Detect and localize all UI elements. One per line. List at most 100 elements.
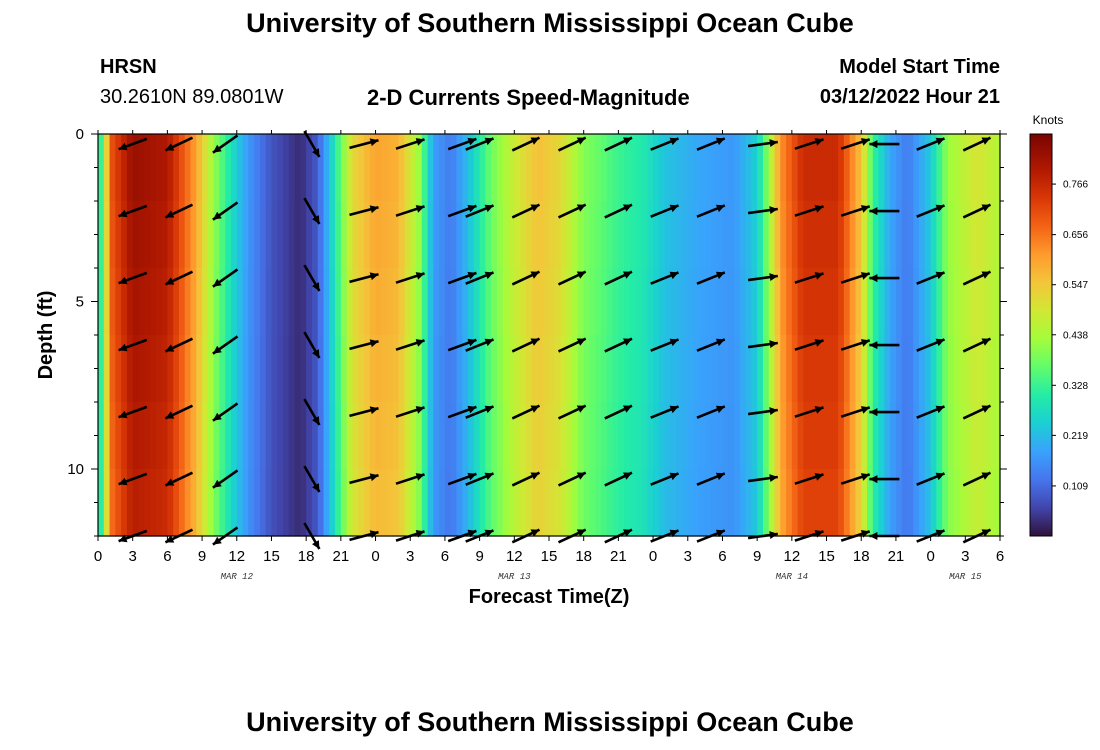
heatmap-cell	[982, 134, 990, 202]
heatmap-cell	[786, 402, 793, 470]
heatmap-cell	[387, 335, 394, 403]
station-coordinates: 30.2610N 89.0801W	[100, 86, 284, 108]
heatmap-cell	[496, 201, 504, 269]
heatmap-cell	[953, 134, 961, 202]
x-tick-label: 12	[506, 548, 523, 565]
current-arrow	[118, 338, 148, 352]
heatmap-cell	[433, 134, 440, 202]
heatmap-cell	[641, 335, 648, 403]
heatmap-cell	[976, 402, 984, 470]
heatmap-cell	[976, 469, 984, 537]
heatmap-cell	[283, 469, 290, 537]
heatmap-cell	[525, 268, 533, 336]
heatmap-cell	[861, 469, 868, 537]
heatmap-cell	[340, 268, 348, 336]
heatmap-cell	[629, 402, 637, 470]
heatmap-cell	[982, 201, 990, 269]
heatmap-cell	[109, 268, 116, 336]
current-arrow	[747, 474, 778, 483]
heatmap-cell	[716, 201, 724, 269]
heatmap-cell	[98, 335, 105, 403]
current-arrow	[650, 405, 679, 419]
current-arrow	[916, 405, 945, 419]
heatmap-cell	[635, 402, 643, 470]
heatmap-cell	[855, 201, 862, 269]
heatmap-cell	[890, 402, 897, 470]
heatmap-cell	[583, 335, 591, 403]
heatmap-cell	[543, 335, 550, 403]
heatmap-cell	[595, 134, 602, 202]
heatmap-cell	[872, 201, 880, 269]
heatmap-cell	[225, 134, 232, 202]
heatmap-cell	[728, 469, 735, 537]
heatmap-cell	[745, 268, 752, 336]
heatmap-cell	[520, 335, 527, 403]
current-arrow	[604, 270, 633, 286]
heatmap-cell	[803, 134, 810, 202]
heatmap-cell	[872, 134, 880, 202]
heatmap-cell	[901, 469, 909, 537]
current-arrow	[303, 130, 321, 158]
heatmap-cell	[311, 335, 319, 403]
heatmap-cell	[809, 134, 816, 202]
heatmap-cell	[780, 201, 787, 269]
heatmap-cell	[225, 201, 232, 269]
heatmap-cell	[421, 335, 429, 403]
heatmap-cell	[265, 402, 273, 470]
heatmap-cell	[103, 402, 111, 470]
heatmap-cell	[525, 201, 533, 269]
heatmap-cell	[566, 134, 573, 202]
heatmap-cell	[346, 335, 354, 403]
heatmap-cell	[838, 134, 845, 202]
current-arrow	[511, 203, 541, 219]
heatmap-cell	[230, 402, 238, 470]
heatmap-cell	[734, 134, 741, 202]
heatmap-cell	[323, 134, 330, 202]
heatmap-cell	[473, 134, 481, 202]
heatmap-cell	[462, 402, 469, 470]
heatmap-cell	[352, 134, 359, 202]
heatmap-cell	[230, 335, 238, 403]
heatmap-cell	[849, 469, 857, 537]
heatmap-cell	[473, 201, 481, 269]
heatmap-cell	[421, 201, 429, 269]
heatmap-cell	[398, 268, 406, 336]
x-tick-label: 6	[163, 548, 171, 565]
heatmap-cell	[167, 402, 174, 470]
heatmap-cell	[693, 335, 700, 403]
heatmap-cell	[814, 402, 822, 470]
heatmap-cell	[167, 201, 174, 269]
current-arrow	[604, 404, 633, 420]
heatmap-cell	[693, 469, 700, 537]
heatmap-cell	[624, 335, 631, 403]
heatmap-cell	[468, 134, 475, 202]
current-arrow	[349, 339, 379, 351]
heatmap-cell	[653, 469, 660, 537]
date-label: MAR 14	[776, 572, 808, 582]
heatmap-cell	[890, 335, 897, 403]
heatmap-cell	[757, 402, 764, 470]
current-arrow	[916, 271, 945, 285]
y-axis-label: Depth (ft)	[35, 291, 57, 380]
heatmap-cell	[300, 134, 307, 202]
heatmap-cell	[190, 201, 197, 269]
heatmap-cell	[121, 469, 128, 537]
heatmap-cell	[572, 469, 579, 537]
heatmap-cell	[658, 134, 666, 202]
current-arrow	[164, 270, 194, 286]
heatmap-cell	[150, 268, 157, 336]
heatmap-cell	[606, 335, 614, 403]
current-arrow	[916, 472, 945, 486]
heatmap-cell	[277, 469, 284, 537]
heatmap-cell	[583, 402, 591, 470]
heatmap-cell	[265, 335, 273, 403]
heatmap-cell	[653, 402, 660, 470]
heatmap-cell	[641, 402, 648, 470]
heatmap-cell	[670, 402, 677, 470]
heatmap-cell	[994, 402, 1001, 470]
heatmap-cell	[722, 201, 729, 269]
heatmap-cell	[843, 134, 851, 202]
heatmap-cell	[589, 402, 596, 470]
current-arrow	[557, 270, 587, 286]
heatmap-cell	[687, 335, 695, 403]
